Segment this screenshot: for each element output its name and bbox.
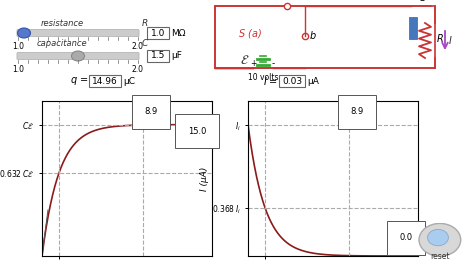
Text: 2.0: 2.0 <box>132 65 144 74</box>
Text: $I$: $I$ <box>448 35 453 47</box>
Text: R: R <box>437 34 444 44</box>
Text: a: a <box>284 0 290 2</box>
Y-axis label: I (μA): I (μA) <box>200 166 209 191</box>
FancyBboxPatch shape <box>147 27 169 39</box>
Text: 1.0: 1.0 <box>12 65 24 74</box>
Text: C: C <box>142 39 148 48</box>
Text: μF: μF <box>171 52 182 60</box>
Text: MΩ: MΩ <box>171 28 185 38</box>
Text: -: - <box>272 60 274 69</box>
Ellipse shape <box>18 28 30 38</box>
FancyBboxPatch shape <box>147 50 169 62</box>
Text: $S$ (a): $S$ (a) <box>238 27 262 39</box>
FancyBboxPatch shape <box>89 75 121 87</box>
Text: 1.0: 1.0 <box>12 42 24 51</box>
Text: C: C <box>419 0 426 3</box>
FancyBboxPatch shape <box>17 30 139 36</box>
Text: b: b <box>310 31 316 41</box>
Text: 15.0: 15.0 <box>188 127 206 136</box>
Text: reset: reset <box>430 252 450 261</box>
Text: 14.96: 14.96 <box>92 77 118 85</box>
Bar <box>215 6 435 68</box>
FancyBboxPatch shape <box>17 52 139 60</box>
Text: 0.0: 0.0 <box>399 233 412 242</box>
Text: 1.5: 1.5 <box>151 52 165 60</box>
Text: R: R <box>142 19 148 28</box>
Text: μA: μA <box>307 77 319 85</box>
Text: 0.03: 0.03 <box>282 77 302 85</box>
Text: 8.9: 8.9 <box>144 107 157 116</box>
FancyBboxPatch shape <box>279 75 305 87</box>
Circle shape <box>419 223 461 256</box>
Text: μC: μC <box>123 77 135 85</box>
Text: +: + <box>250 60 256 69</box>
Text: 10 volts: 10 volts <box>248 73 278 82</box>
Ellipse shape <box>72 51 84 61</box>
Text: 2.0: 2.0 <box>132 42 144 51</box>
Text: resistance: resistance <box>40 19 83 28</box>
Text: capacitance: capacitance <box>36 39 87 48</box>
Text: 8.9: 8.9 <box>350 107 363 116</box>
Text: 1.0: 1.0 <box>151 28 165 38</box>
Text: $q$ =: $q$ = <box>70 75 88 87</box>
Text: $\mathcal{E}$: $\mathcal{E}$ <box>240 53 250 66</box>
Circle shape <box>428 229 448 246</box>
Text: $I$ =: $I$ = <box>263 75 278 87</box>
